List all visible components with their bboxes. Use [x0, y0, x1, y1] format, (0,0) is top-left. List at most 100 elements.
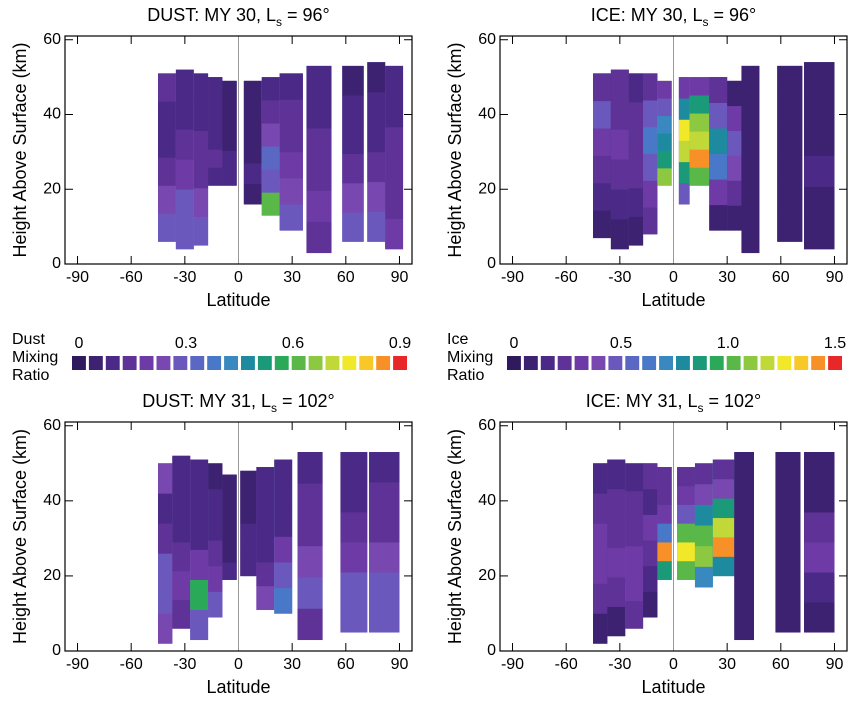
cell: [261, 123, 280, 147]
cell: [777, 124, 803, 155]
color-swatch: [393, 356, 407, 370]
y-axis-label: Height Above Surface (km): [10, 429, 30, 644]
cell: [610, 99, 629, 130]
y-axis-label: Height Above Surface (km): [445, 42, 465, 257]
cell: [297, 577, 323, 609]
x-tick-label: 60: [772, 656, 790, 673]
cell: [369, 542, 400, 573]
cell: [367, 211, 386, 242]
cell: [643, 126, 658, 155]
plot-frame: [499, 421, 848, 652]
cell: [240, 523, 257, 542]
cell: [240, 558, 257, 577]
cell: [657, 485, 672, 505]
cell: [712, 537, 735, 557]
cell: [274, 562, 293, 589]
cell: [610, 189, 629, 220]
cell: [385, 188, 404, 219]
cell: [741, 97, 760, 129]
cell: [158, 101, 176, 130]
cell: [628, 188, 644, 217]
cell: [385, 218, 404, 250]
cell: [677, 560, 695, 580]
cell: [306, 159, 332, 191]
x-tick-label: 90: [826, 269, 844, 286]
colorbar-tick-label: 1.5: [824, 335, 846, 352]
x-tick-label: -60: [120, 656, 143, 673]
y-tick-label: 40: [43, 492, 61, 509]
cell: [279, 178, 303, 205]
cell: [158, 73, 176, 102]
x-tick-label: 90: [391, 269, 409, 286]
cell: [340, 512, 368, 543]
cell: [678, 98, 690, 120]
cell: [804, 512, 835, 543]
cell: [678, 119, 690, 141]
cell: [274, 587, 293, 614]
cell: [593, 210, 611, 239]
x-tick-label: 0: [669, 656, 678, 673]
cell: [367, 92, 386, 123]
cell: [593, 155, 611, 184]
cell: [727, 130, 742, 156]
cell: [625, 490, 644, 519]
cell: [734, 545, 754, 578]
cell: [261, 146, 280, 170]
cell: [193, 130, 209, 160]
cell: [306, 190, 332, 222]
chart-title: ICE: MY 30, Ls = 96°: [591, 5, 756, 29]
x-tick-label: -30: [608, 656, 631, 673]
cell: [804, 572, 835, 603]
cell: [256, 514, 275, 539]
cell: [709, 153, 728, 180]
title-text: ICE: MY 30, L: [591, 5, 703, 25]
title-subscript: s: [276, 15, 282, 29]
cell: [208, 540, 223, 567]
cell: [804, 602, 835, 633]
cell: [158, 185, 176, 214]
cell: [709, 179, 728, 206]
x-axis-label: Latitude: [641, 677, 705, 697]
cell: [256, 467, 275, 492]
cell: [279, 99, 303, 127]
color-swatch: [105, 356, 120, 370]
cell: [385, 157, 404, 189]
cell: [677, 523, 695, 543]
color-swatch: [88, 356, 103, 370]
color-swatch: [342, 356, 357, 370]
cell: [385, 65, 404, 97]
cell: [804, 542, 835, 573]
cell: [643, 591, 658, 618]
cell: [643, 463, 658, 490]
cell: [261, 169, 280, 193]
cell: [158, 583, 173, 614]
cell: [712, 556, 735, 577]
cell: [593, 73, 611, 102]
cell: [657, 133, 672, 151]
cell: [741, 190, 760, 222]
x-tick-label: -30: [173, 656, 196, 673]
cell: [689, 77, 710, 96]
cell: [243, 101, 262, 123]
cell: [607, 577, 626, 607]
y-tick-label: 0: [52, 255, 61, 272]
cell: [172, 455, 191, 485]
color-swatch: [642, 356, 657, 370]
cell: [193, 216, 209, 246]
color-swatch: [359, 356, 374, 370]
cell: [297, 608, 323, 641]
cell: [243, 183, 262, 205]
cell: [367, 62, 386, 93]
color-swatch: [122, 356, 137, 370]
color-swatch: [676, 356, 690, 370]
cell: [274, 485, 293, 512]
cell: [677, 467, 695, 487]
cell: [643, 153, 658, 181]
cell: [175, 189, 194, 220]
x-tick-label: 30: [718, 656, 736, 673]
cell: [775, 482, 801, 513]
cell: [208, 463, 223, 490]
cell: [279, 125, 303, 153]
title-end: = 96°: [282, 5, 330, 25]
colorbar-tick-label: 0: [509, 335, 518, 352]
